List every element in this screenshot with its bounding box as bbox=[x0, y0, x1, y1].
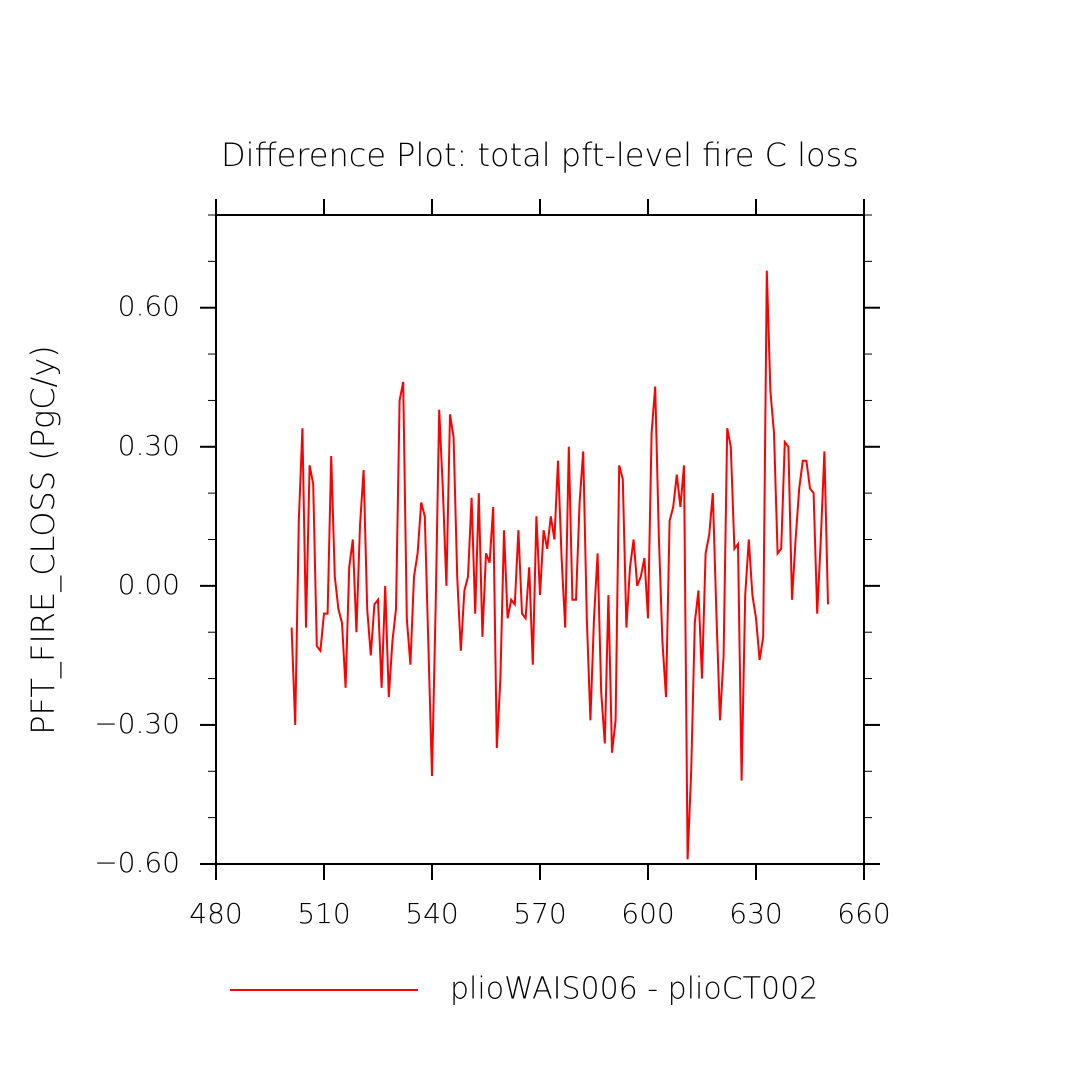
chart-title: Difference Plot: total pft-level fire C … bbox=[221, 136, 859, 174]
x-tick-label: 570 bbox=[513, 897, 566, 930]
y-tick-label: 0.60 bbox=[118, 290, 180, 323]
x-tick-label: 510 bbox=[297, 897, 350, 930]
x-tick-label: 630 bbox=[729, 897, 782, 930]
y-axis-label: PFT_FIRE_CLOSS (PgC/y) bbox=[24, 345, 62, 735]
y-tick-label: −0.60 bbox=[94, 846, 180, 879]
y-tick-label: −0.30 bbox=[94, 707, 180, 740]
y-tick-label: 0.30 bbox=[118, 429, 180, 462]
x-tick-label: 600 bbox=[621, 897, 674, 930]
y-tick-label: 0.00 bbox=[118, 568, 180, 601]
x-tick-label: 480 bbox=[189, 897, 242, 930]
data-line bbox=[290, 270, 829, 860]
legend-label: plioWAIS006 - plioCT002 bbox=[450, 972, 818, 1007]
x-tick-label: 660 bbox=[837, 897, 890, 930]
x-tick-label: 540 bbox=[405, 897, 458, 930]
